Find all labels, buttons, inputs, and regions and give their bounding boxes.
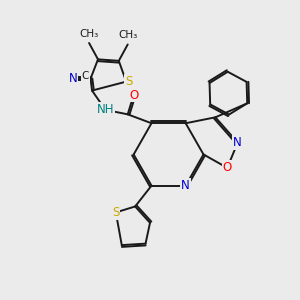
Text: N: N: [233, 136, 242, 149]
Text: N: N: [69, 72, 77, 85]
Text: CH₃: CH₃: [118, 30, 137, 40]
Text: S: S: [112, 206, 119, 219]
Text: O: O: [223, 161, 232, 174]
Text: CH₃: CH₃: [80, 28, 99, 38]
Text: N: N: [181, 179, 190, 192]
Text: C: C: [82, 71, 89, 81]
Text: S: S: [125, 74, 132, 88]
Text: NH: NH: [97, 103, 114, 116]
Text: O: O: [129, 88, 138, 101]
